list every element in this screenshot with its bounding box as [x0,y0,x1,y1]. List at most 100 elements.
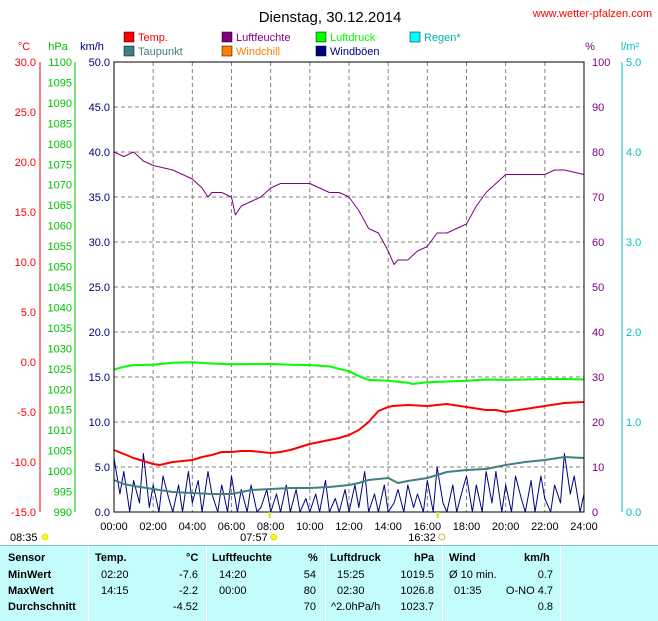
legend-label: Temp. [138,32,168,44]
axis-tick-label: 1080 [48,139,72,151]
header-press: Luftdruck [330,552,381,564]
header-sensor: Sensor [8,552,46,564]
sunrise-icon [270,533,277,541]
axis-tick-label: 60 [592,237,604,249]
weather-chart: Dienstag, 30.12.2014 www.wetter-pfalzen.… [10,8,652,544]
axis-tick-label: 1040 [48,302,72,314]
time-tick-label: 20:00 [492,521,520,533]
axis-tick-label: 30.0 [15,57,36,69]
axis-tick-label: 40 [592,327,604,339]
axis-tick-label: 0.0 [626,507,641,519]
axis-tick-label: 1030 [48,343,72,355]
axis-tick-label: 20 [592,417,604,429]
axis-unit: l/m² [621,41,640,53]
wind-value: O-NO 4.7 [505,585,553,597]
axis-tick-label: 1.0 [626,417,641,429]
axis-tick-label: 1070 [48,180,72,192]
legend-label: Windböen [330,46,380,58]
press-time: 15:25 [337,569,365,581]
axis-tick-label: -15.0 [11,507,36,519]
moonrise-time: 08:35 [10,532,38,544]
table-row: Durchschnitt -4.52 70 ^2.0hPa/h 1023.7 0… [0,599,658,615]
table-row: MinWert 02:20 -7.6 14:20 54 15:25 1019.5… [0,567,658,583]
temp-time: 02:20 [101,569,129,581]
header-temp-unit: °C [186,552,199,564]
axis-tick-label: 30.0 [89,237,110,249]
header-wind: Wind [449,552,476,564]
time-tick-label: 24:00 [570,521,598,533]
axis-tick-label: 0.0 [21,357,36,369]
axis-tick-label: 50.0 [89,57,110,69]
legend-label: Luftdruck [330,32,376,44]
axis-tick-label: 10.0 [89,417,110,429]
axis-tick-label: 20.0 [15,157,36,169]
header-temp: Temp. [95,552,127,564]
axis-tick-label: 5.0 [21,307,36,319]
axis-tick-label: 25.0 [89,282,110,294]
axis-tick-label: 30 [592,372,604,384]
wind-value: 0.8 [537,601,553,613]
press-value: 1019.5 [400,569,434,581]
press-time: 02:30 [337,585,365,597]
sunrise-time: 07:57 [240,532,268,544]
legend-swatch [221,31,233,43]
axis-tick-label: 10 [592,462,604,474]
plot-frame [113,61,585,513]
axis-tick-label: 15.0 [15,207,36,219]
legend-swatch [221,45,233,57]
axis-tick-label: 1020 [48,384,72,396]
grid [114,62,584,512]
axis-tick-label: 45.0 [89,102,110,114]
sunset-time: 16:32 [408,532,436,544]
axis-unit: % [585,41,595,53]
series-line-temp [113,401,585,466]
axis-tick-label: 1035 [48,323,72,335]
legend: Temp. Luftfeuchte Luftdruck Regen* Taupunkt W… [123,31,461,58]
axis-tick-label: 1100 [48,57,72,69]
legend-swatch [409,31,421,43]
press-time: ^2.0hPa/h [331,601,381,613]
hum-time: 14:20 [219,569,247,581]
axis-tick-label: 1085 [48,118,72,130]
axis-tick-label: -5.0 [17,407,36,419]
axis-tick-label: 1055 [48,241,72,253]
axis-tick-label: 1015 [48,405,72,417]
axis-tick-label: 15.0 [89,372,110,384]
axis-tick-label: 4.0 [626,147,641,159]
axis-tick-label: 1010 [48,425,72,437]
header-hum-unit: % [308,552,318,564]
wind-value: 0.7 [537,569,553,581]
row-label: MaxWert [8,585,54,597]
table-row: MaxWert 14:15 -2.2 00:00 80 02:30 1026.8… [0,583,658,599]
time-tick-label: 18:00 [453,521,481,533]
axis-tick-label: 1075 [48,159,72,171]
axis-tick-label: 5.0 [626,57,641,69]
row-label: Durchschnitt [8,601,76,613]
table-header-row: Sensor Temp. °C Luftfeuchte % Luftdruck … [0,550,658,566]
axis-tick-label: 25.0 [15,107,36,119]
temp-value: -2.2 [179,585,198,597]
moon-icon [41,533,49,541]
axis-tick-label: 1025 [48,364,72,376]
wind-time: Ø 10 min. [449,569,497,581]
axis-tick-label: -10.0 [11,457,36,469]
axis-unit: km/h [80,41,104,53]
site-link[interactable]: www.wetter-pfalzen.com [532,8,652,20]
axis-tick-label: 1060 [48,221,72,233]
time-tick-label: 16:00 [414,521,442,533]
axis-tick-label: 50 [592,282,604,294]
axis-tick-label: 1050 [48,262,72,274]
hum-value: 70 [303,601,316,613]
time-tick-label: 10:00 [296,521,324,533]
series-line-taupunkt [113,456,585,495]
press-value: 1026.8 [400,585,434,597]
axis-tick-label: 20.0 [89,327,110,339]
legend-label: Regen* [424,32,461,44]
axis-tick-label: 80 [592,147,604,159]
header-hum: Luftfeuchte [212,552,272,564]
hum-time: 00:00 [219,585,247,597]
legend-label: Luftfeuchte [236,32,290,44]
axis-tick-label: 70 [592,192,604,204]
legend-label: Windchill [236,46,280,58]
sun-times: 08:35 07:57 16:32 [10,512,446,544]
